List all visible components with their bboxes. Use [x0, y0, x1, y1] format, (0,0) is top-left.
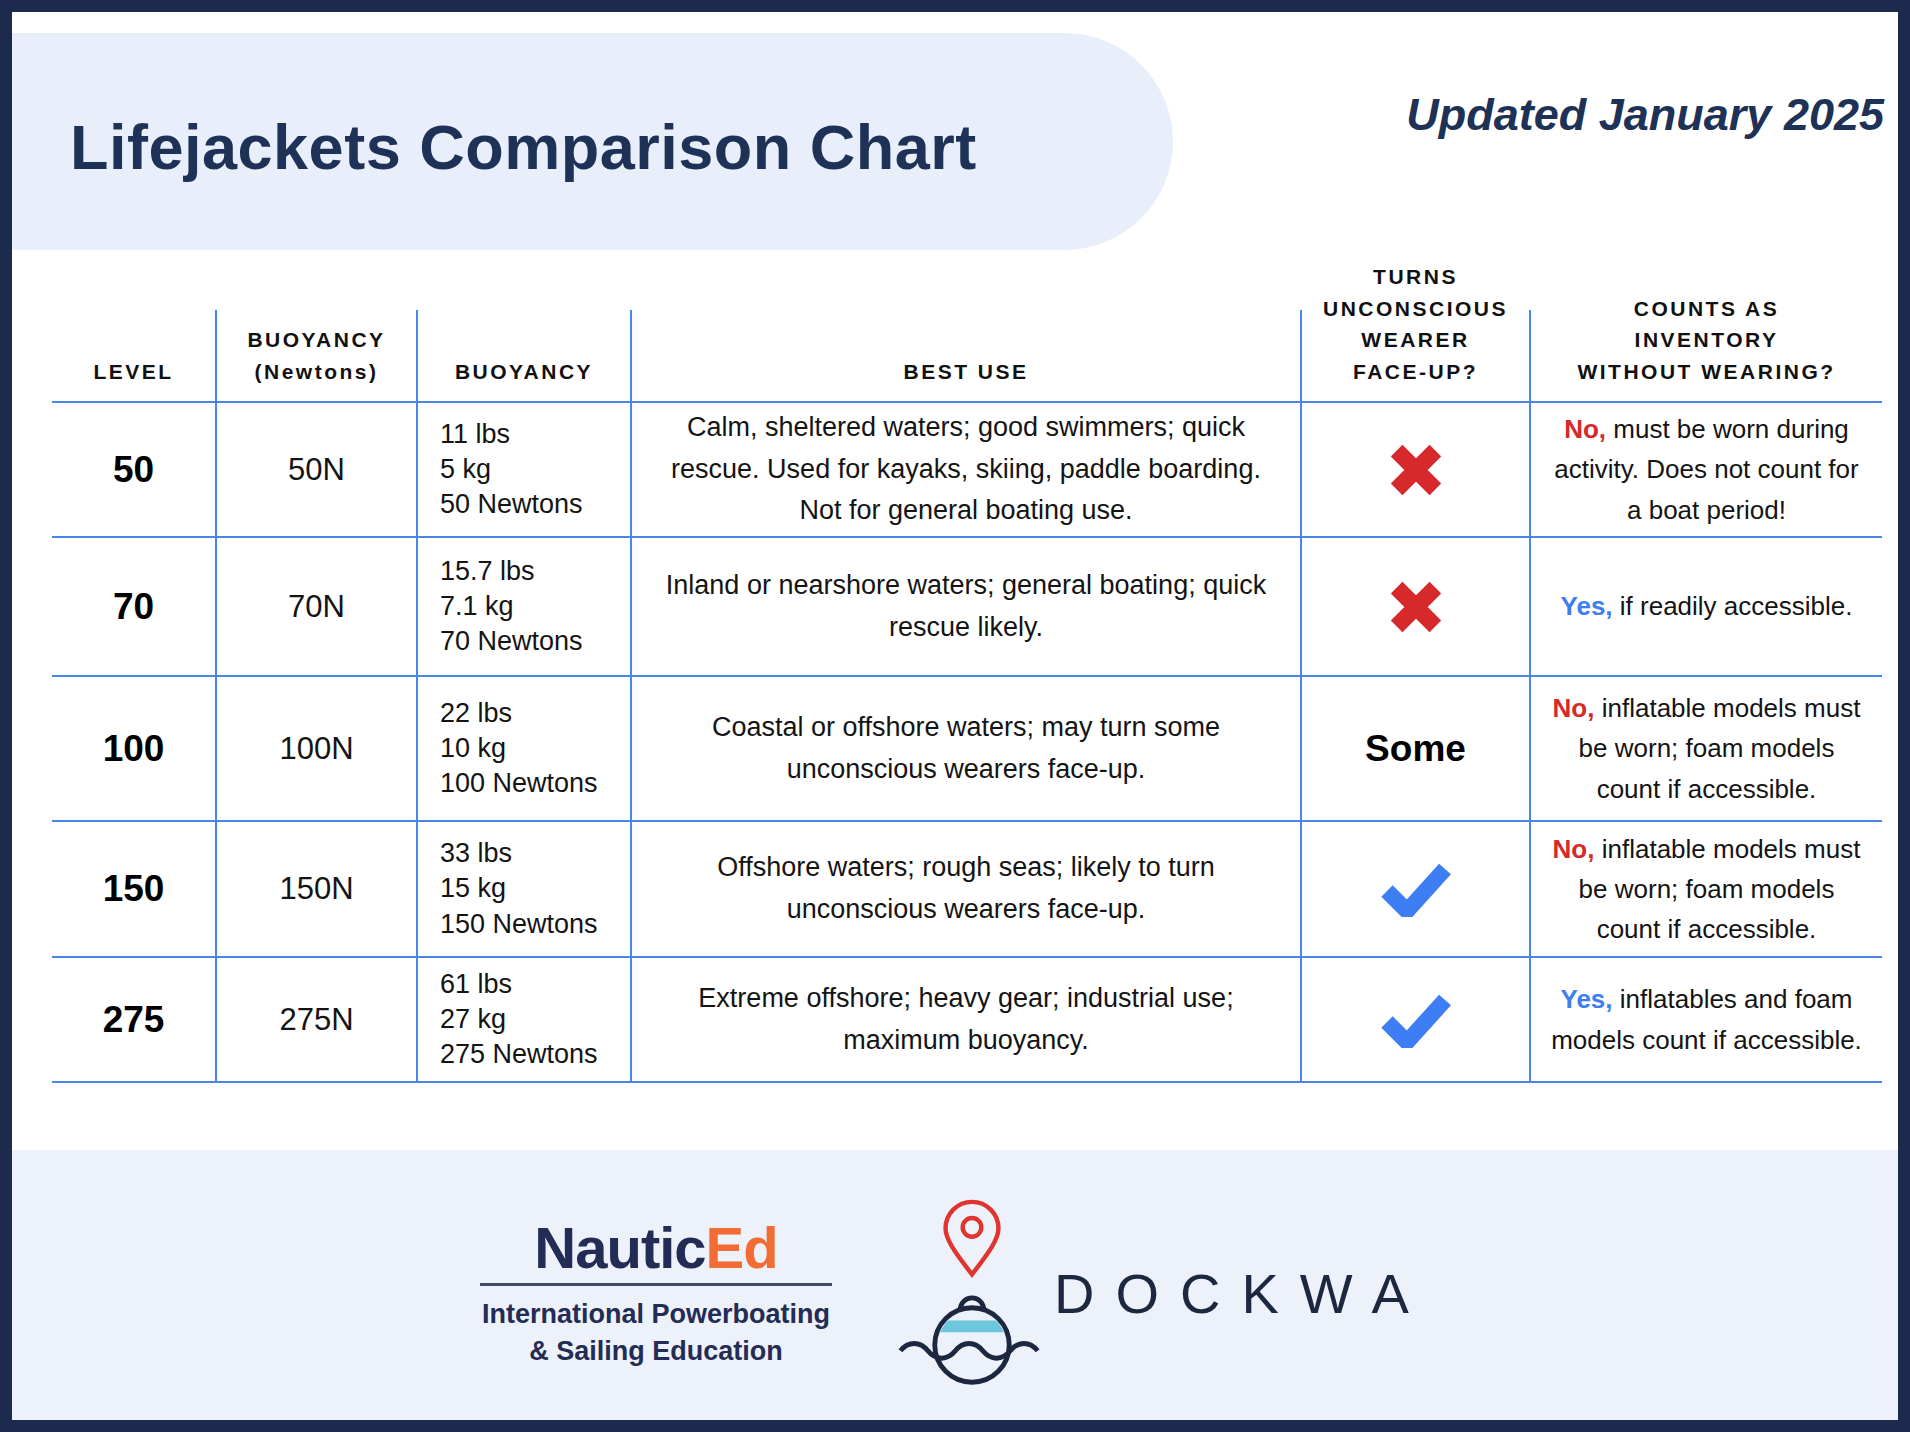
table-row-level-cell: 70 — [52, 538, 217, 677]
col-header-inventory: COUNTS AS INVENTORY WITHOUT WEARING? — [1531, 310, 1882, 403]
col-header-level: LEVEL — [52, 310, 217, 403]
nauticed-logo: NauticEd International Powerboating & Sa… — [480, 1219, 832, 1369]
col-header-best-use: BEST USE — [632, 310, 1302, 403]
lifejacket-comparison-page: Lifejackets Comparison Chart Updated Jan… — [0, 0, 1910, 1432]
table-row-inventory-cell: No, must be worn during activity. Does n… — [1531, 403, 1882, 538]
dockwa-logo: DOCKWA — [896, 1196, 1430, 1392]
nauticed-wordmark: NauticEd — [480, 1219, 832, 1277]
col-header-buoyancy-newtons: BUOYANCY (Newtons) — [217, 310, 418, 403]
table-row-level-cell: 275 — [52, 958, 217, 1083]
cross-icon — [1385, 439, 1447, 501]
table-row-level-cell: 100 — [52, 677, 217, 822]
check-icon — [1379, 992, 1453, 1048]
inventory-answer: Yes, — [1561, 984, 1613, 1014]
table-row-best-use-cell: Coastal or offshore waters; may turn som… — [632, 677, 1302, 822]
dockwa-wordmark: DOCKWA — [1054, 1266, 1430, 1322]
nauticed-tagline-line2: & Sailing Education — [480, 1333, 832, 1369]
table-row-inventory-cell: Yes, inflatables and foam models count i… — [1531, 958, 1882, 1083]
inventory-note: inflatable models must be worn; foam mod… — [1579, 834, 1861, 945]
table-row-level-cell: 50 — [52, 403, 217, 538]
col-header-buoyancy: BUOYANCY — [418, 310, 632, 403]
faceup-text: Some — [1365, 728, 1466, 770]
table-row-best-use-cell: Extreme offshore; heavy gear; industrial… — [632, 958, 1302, 1083]
table-row-buoyancy-cell: 15.7 lbs 7.1 kg 70 Newtons — [418, 538, 632, 677]
nauticed-name-accent: Ed — [706, 1215, 778, 1280]
table-row-inventory-cell: No, inflatable models must be worn; foam… — [1531, 677, 1882, 822]
table-row-buoyancy-cell: 61 lbs 27 kg 275 Newtons — [418, 958, 632, 1083]
check-icon — [1379, 861, 1453, 917]
cross-icon — [1385, 576, 1447, 638]
nauticed-tagline: International Powerboating & Sailing Edu… — [480, 1296, 832, 1369]
nauticed-divider — [480, 1283, 832, 1286]
table-row-buoyancy-cell: 11 lbs 5 kg 50 Newtons — [418, 403, 632, 538]
table-row-faceup-cell — [1302, 538, 1531, 677]
table-row-newtons-cell: 150N — [217, 822, 418, 958]
inventory-note: inflatable models must be worn; foam mod… — [1579, 693, 1861, 804]
dockwa-pin-buoy-icon — [896, 1196, 1048, 1392]
page-title: Lifejackets Comparison Chart — [70, 116, 977, 179]
table-row-best-use-cell: Offshore waters; rough seas; likely to t… — [632, 822, 1302, 958]
table-row-buoyancy-cell: 22 lbs 10 kg 100 Newtons — [418, 677, 632, 822]
table-row-buoyancy-cell: 33 lbs 15 kg 150 Newtons — [418, 822, 632, 958]
comparison-table: LEVEL BUOYANCY (Newtons) BUOYANCY BEST U… — [52, 310, 1882, 1083]
inventory-answer: No, — [1553, 834, 1595, 864]
table-row-newtons-cell: 275N — [217, 958, 418, 1083]
table-row-inventory-cell: No, inflatable models must be worn; foam… — [1531, 822, 1882, 958]
table-row-faceup-cell — [1302, 403, 1531, 538]
table-row-newtons-cell: 100N — [217, 677, 418, 822]
col-header-faceup: TURNS UNCONSCIOUS WEARER FACE-UP? — [1302, 310, 1531, 403]
updated-date: Updated January 2025 — [1406, 92, 1884, 137]
table-row-faceup-cell — [1302, 822, 1531, 958]
footer: NauticEd International Powerboating & Sa… — [12, 1150, 1898, 1420]
inventory-answer: Yes, — [1561, 591, 1613, 621]
table-row-faceup-cell — [1302, 958, 1531, 1083]
table-row-best-use-cell: Calm, sheltered waters; good swimmers; q… — [632, 403, 1302, 538]
table-row-faceup-cell: Some — [1302, 677, 1531, 822]
table-row-inventory-cell: Yes, if readily accessible. — [1531, 538, 1882, 677]
nauticed-name-primary: Nautic — [534, 1215, 705, 1280]
buoy-icon — [900, 1298, 1037, 1382]
table-row-level-cell: 150 — [52, 822, 217, 958]
table-row-newtons-cell: 50N — [217, 403, 418, 538]
location-pin-icon — [946, 1202, 999, 1275]
table-row-newtons-cell: 70N — [217, 538, 418, 677]
nauticed-tagline-line1: International Powerboating — [480, 1296, 832, 1332]
table-row-best-use-cell: Inland or nearshore waters; general boat… — [632, 538, 1302, 677]
inventory-note: if readily accessible. — [1613, 591, 1853, 621]
inventory-answer: No, — [1553, 693, 1595, 723]
inventory-answer: No, — [1564, 414, 1606, 444]
